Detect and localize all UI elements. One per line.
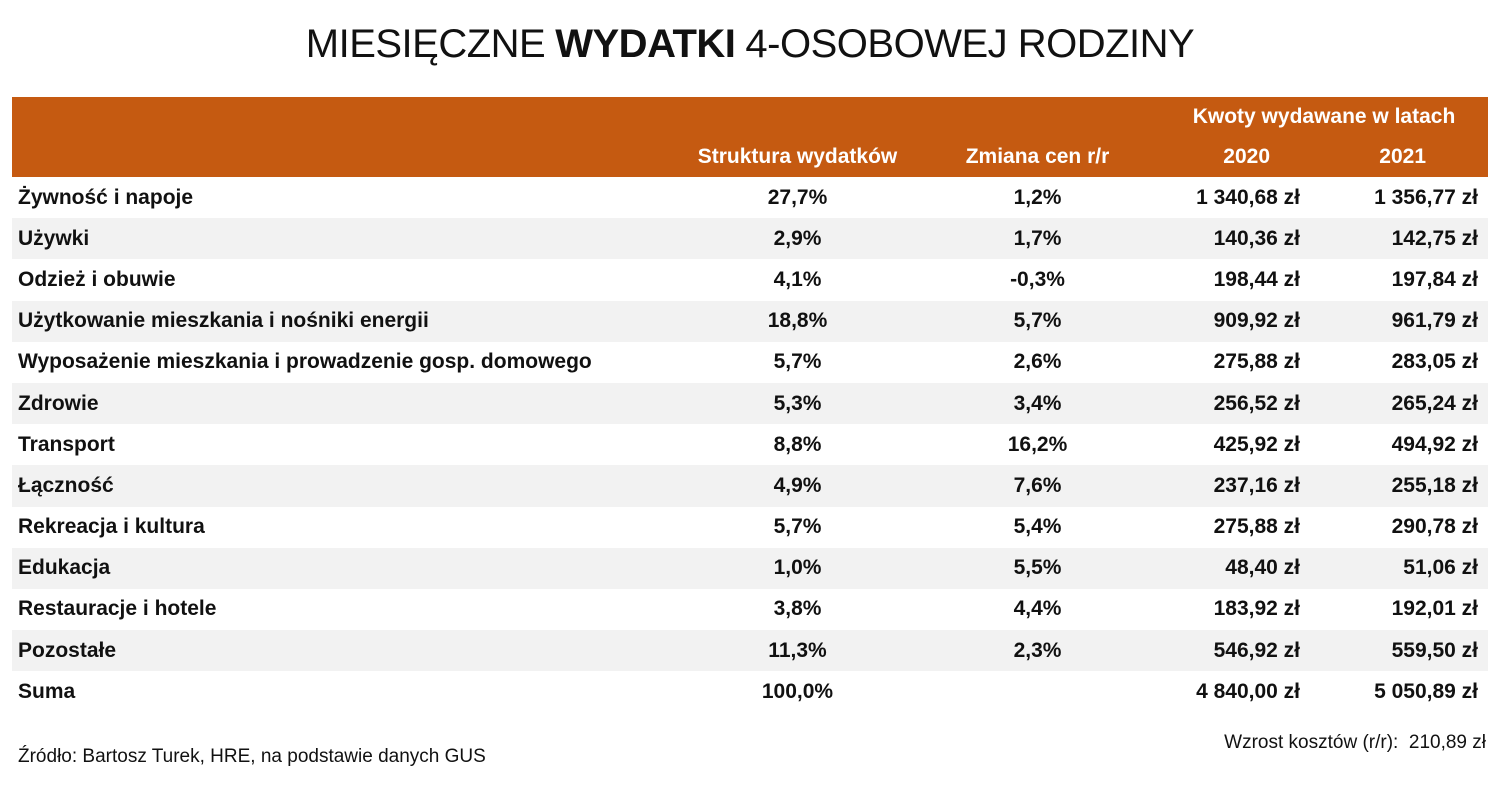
cell: 4,9% (680, 465, 915, 507)
growth-value: 210,89 zł (1408, 732, 1486, 753)
row-label: Restauracje i hotele (12, 588, 680, 631)
cell: -0,3% (915, 259, 1160, 301)
cell: 290,78 zł (1310, 506, 1489, 548)
title: MIESIĘCZNE WYDATKI 4-OSOBOWEJ RODZINY (0, 22, 1500, 67)
cell: 425,92 zł (1160, 424, 1310, 466)
cell: 1,7% (915, 218, 1160, 260)
source: Źródło: Bartosz Turek, HRE, na podstawie… (18, 746, 486, 767)
cell: 3,8% (680, 588, 915, 631)
cell: 4,4% (915, 588, 1160, 631)
title-part: 4-OSOBOWEJ RODZINY (745, 22, 1195, 66)
row: Wyposażenie mieszkania i prowadzenie gos… (12, 341, 1489, 383)
row-label: Używki (12, 218, 680, 260)
row: Restauracje i hotele 3,8% 4,4% 183,92 zł 192… (12, 588, 1489, 631)
growth-label: Wzrost kosztów (r/r): (1224, 732, 1399, 753)
cell: 1 340,68 zł (1160, 177, 1310, 219)
column-header: 2020 (1160, 137, 1310, 177)
row: Edukacja 1,0% 5,5% 48,40 zł 51,06 zł (12, 547, 1489, 589)
cell: 5 050,89 zł (1310, 671, 1489, 713)
row: Transport 8,8% 16,2% 425,92 zł 494,92 zł (12, 424, 1489, 466)
row-label: Rekreacja i kultura (12, 506, 680, 548)
row-label: Użytkowanie mieszkania i nośniki energii (12, 300, 680, 342)
cell: 5,7% (680, 341, 915, 383)
cell: 5,4% (915, 506, 1160, 548)
cell: 4,1% (680, 259, 915, 301)
cell: 275,88 zł (1160, 506, 1310, 548)
row: Odzież i obuwie 4,1% -0,3% 198,44 zł 197,84 … (12, 259, 1489, 301)
column-header: Struktura wydatków (680, 137, 915, 177)
cell: 197,84 zł (1310, 259, 1489, 301)
cell (915, 671, 1160, 713)
cell: 100,0% (680, 671, 915, 713)
cell: 1,0% (680, 547, 915, 589)
cell: 3,4% (915, 382, 1160, 425)
cell: 198,44 zł (1160, 259, 1310, 301)
row-label: Edukacja (12, 547, 680, 589)
cell: 546,92 zł (1160, 630, 1310, 672)
cell: 48,40 zł (1160, 547, 1310, 589)
cell: 27,7% (680, 177, 915, 219)
cell: 255,18 zł (1310, 465, 1489, 507)
cell: 275,88 zł (1160, 341, 1310, 383)
cell: 961,79 zł (1310, 300, 1489, 342)
row: Zdrowie 5,3% 3,4% 256,52 zł 265,24 zł (12, 382, 1489, 425)
cell: 1 356,77 zł (1310, 177, 1489, 219)
title-part: WYDATKI (555, 22, 736, 66)
cell: 8,8% (680, 424, 915, 466)
row: Żywność i napoje 27,7% 1,2% 1 340,68 zł 1 35… (12, 177, 1489, 219)
row-label: Suma (12, 671, 680, 713)
cell: 237,16 zł (1160, 465, 1310, 507)
row: Użytkowanie mieszkania i nośniki energii… (12, 300, 1489, 342)
cell: 16,2% (915, 424, 1160, 466)
cell: 5,5% (915, 547, 1160, 589)
column-header: Zmiana cen r/r (915, 137, 1160, 177)
group-header: Kwoty wydawane w latach (1160, 97, 1489, 137)
row: Suma 100,0% 4 840,00 zł 5 050,89 zł (12, 671, 1489, 713)
cell: 183,92 zł (1160, 588, 1310, 631)
cell: 142,75 zł (1310, 218, 1489, 260)
cell: 11,3% (680, 630, 915, 672)
title-part: MIESIĘCZNE (305, 22, 546, 66)
row-label: Wyposażenie mieszkania i prowadzenie gos… (12, 341, 680, 383)
cell: 192,01 zł (1310, 588, 1489, 631)
cell: 5,3% (680, 382, 915, 425)
cell: 4 840,00 zł (1160, 671, 1310, 713)
cell: 2,3% (915, 630, 1160, 672)
cell: 2,9% (680, 218, 915, 260)
growth: Wzrost kosztów (r/r): 210,89 zł (1224, 732, 1486, 754)
table: Kwoty wydawane w latach Struktura wydatk… (12, 97, 1489, 713)
row-label: Żywność i napoje (12, 177, 680, 219)
cell: 256,52 zł (1160, 382, 1310, 425)
row: Łączność 4,9% 7,6% 237,16 zł 255,18 zł (12, 465, 1489, 507)
row: Pozostałe 11,3% 2,3% 546,92 zł 559,50 zł (12, 630, 1489, 672)
cell: 7,6% (915, 465, 1160, 507)
cell: 2,6% (915, 341, 1160, 383)
cell: 5,7% (680, 506, 915, 548)
row-label: Zdrowie (12, 382, 680, 425)
row-label: Transport (12, 424, 680, 466)
row: Rekreacja i kultura 5,7% 5,4% 275,88 zł 290,… (12, 506, 1489, 548)
row-label: Łączność (12, 465, 680, 507)
cell: 5,7% (915, 300, 1160, 342)
cell: 18,8% (680, 300, 915, 342)
row-label: Odzież i obuwie (12, 259, 680, 301)
cell: 909,92 zł (1160, 300, 1310, 342)
cell: 265,24 zł (1310, 382, 1489, 425)
cell: 51,06 zł (1310, 547, 1489, 589)
cell: 494,92 zł (1310, 424, 1489, 466)
cell: 1,2% (915, 177, 1160, 219)
cell: 140,36 zł (1160, 218, 1310, 260)
row-label: Pozostałe (12, 630, 680, 672)
row: Używki 2,9% 1,7% 140,36 zł 142,75 zł (12, 218, 1489, 260)
column-header: 2021 (1310, 137, 1489, 177)
cell: 559,50 zł (1310, 630, 1489, 672)
cell: 283,05 zł (1310, 341, 1489, 383)
